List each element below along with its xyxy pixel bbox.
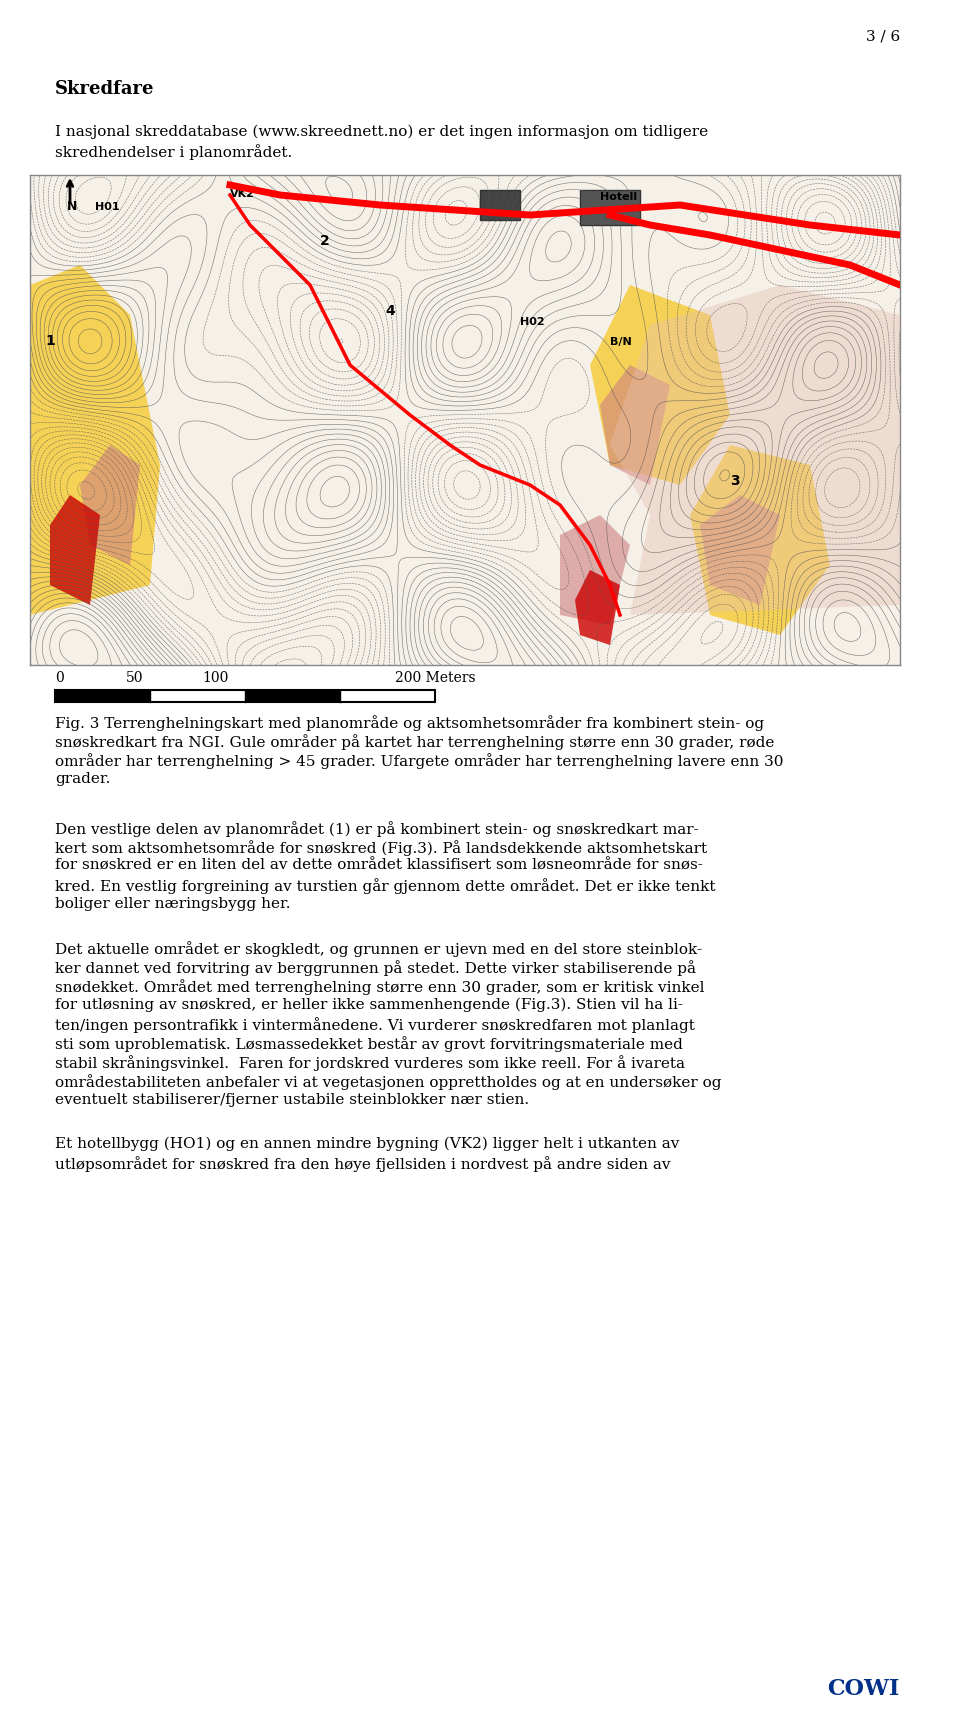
Bar	[55, 689, 150, 702]
Text: for utløsning av snøskred, er heller ikke sammenhengende (Fig.3). Stien vil ha l: for utløsning av snøskred, er heller ikk…	[55, 999, 683, 1013]
Text: VK2: VK2	[230, 188, 254, 199]
Text: snøskredkart fra NGI. Gule områder på kartet har terrenghelning større enn 30 gr: snøskredkart fra NGI. Gule områder på ka…	[55, 734, 775, 750]
Text: sti som uproblematisk. Løsmassedekket består av grovt forvitringsmateriale med: sti som uproblematisk. Løsmassedekket be…	[55, 1037, 683, 1052]
Text: utløpsområdet for snøskred fra den høye fjellsiden i nordvest på andre siden av: utløpsområdet for snøskred fra den høye …	[55, 1156, 670, 1172]
Text: Den vestlige delen av planområdet (1) er på kombinert stein- og snøskredkart mar: Den vestlige delen av planområdet (1) er…	[55, 821, 699, 836]
Text: 100: 100	[202, 670, 228, 684]
Text: 2: 2	[320, 233, 329, 249]
Text: I nasjonal skreddatabase (www.skreednett.no) er det ingen informasjon om tidlige: I nasjonal skreddatabase (www.skreednett…	[55, 124, 708, 140]
Text: 4: 4	[385, 304, 395, 318]
Bar	[580, 190, 640, 225]
Text: H01: H01	[95, 202, 120, 213]
Text: boliger eller næringsbygg her.: boliger eller næringsbygg her.	[55, 897, 291, 911]
Text: stabil skråningsvinkel.  Faren for jordskred vurderes som ikke reell. For å ivar: stabil skråningsvinkel. Faren for jordsk…	[55, 1056, 685, 1071]
Text: ten/ingen persontrafikk i vintermånedene. Vi vurderer snøskredfaren mot planlagt: ten/ingen persontrafikk i vintermånedene…	[55, 1018, 695, 1033]
Text: N: N	[67, 200, 78, 213]
Text: Hotell: Hotell	[600, 192, 637, 202]
Text: 50: 50	[127, 670, 144, 684]
Text: Skredfare: Skredfare	[55, 79, 155, 98]
Text: 3: 3	[730, 473, 739, 487]
Text: 3 / 6: 3 / 6	[866, 29, 900, 43]
Bar	[55, 689, 435, 702]
Text: ker dannet ved forvitring av berggrunnen på stedet. Dette virker stabiliserende : ker dannet ved forvitring av berggrunnen…	[55, 961, 696, 976]
Text: H02: H02	[520, 316, 544, 327]
Text: COWI: COWI	[828, 1678, 900, 1700]
Text: 0: 0	[55, 670, 63, 684]
Text: B/N: B/N	[610, 337, 632, 347]
Text: kred. En vestlig forgreining av turstien går gjennom dette området. Det er ikke : kred. En vestlig forgreining av turstien…	[55, 878, 715, 893]
Text: kert som aktsomhetsområde for snøskred (Fig.3). På landsdekkende aktsomhetskart: kert som aktsomhetsområde for snøskred (…	[55, 840, 708, 855]
Text: grader.: grader.	[55, 772, 110, 786]
Text: skredhendelser i planområdet.: skredhendelser i planområdet.	[55, 143, 292, 161]
Text: snødekket. Området med terrenghelning større enn 30 grader, som er kritisk vinke: snødekket. Området med terrenghelning st…	[55, 980, 705, 995]
Text: områdestabiliteten anbefaler vi at vegetasjonen opprettholdes og at en undersøke: områdestabiliteten anbefaler vi at veget…	[55, 1075, 722, 1090]
Text: 200 Meters: 200 Meters	[395, 670, 475, 684]
Bar	[245, 689, 340, 702]
Text: Det aktuelle området er skogkledt, og grunnen er ujevn med en del store steinblo: Det aktuelle området er skogkledt, og gr…	[55, 942, 702, 957]
Text: områder har terrenghelning > 45 grader. Ufargete områder har terrenghelning lave: områder har terrenghelning > 45 grader. …	[55, 753, 783, 769]
Text: 1: 1	[45, 334, 55, 347]
Text: Et hotellbygg (HO1) og en annen mindre bygning (VK2) ligger helt i utkanten av: Et hotellbygg (HO1) og en annen mindre b…	[55, 1137, 680, 1151]
Bar	[480, 190, 520, 219]
Text: eventuelt stabiliserer/fjerner ustabile steinblokker nær stien.: eventuelt stabiliserer/fjerner ustabile …	[55, 1094, 529, 1108]
Text: for snøskred er en liten del av dette området klassifisert som løsneområde for s: for snøskred er en liten del av dette om…	[55, 859, 703, 873]
Text: Fig. 3 Terrenghelningskart med planområde og aktsomhetsområder fra kombinert ste: Fig. 3 Terrenghelningskart med planområd…	[55, 715, 764, 731]
